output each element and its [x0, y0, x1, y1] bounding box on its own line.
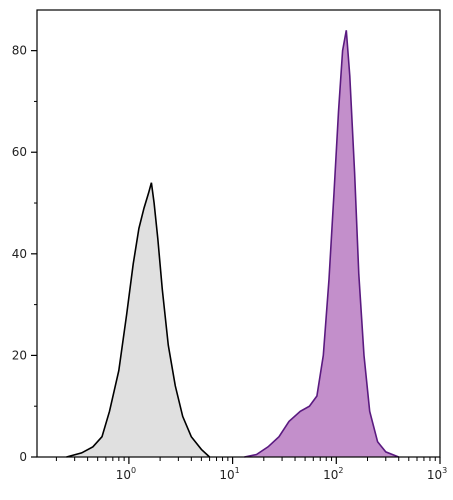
- y-axis: 0 20 40 60 80: [12, 44, 37, 464]
- x-tick-label: 100: [116, 466, 136, 482]
- series-2-area: [244, 30, 399, 458]
- series-1-area: [66, 182, 210, 457]
- x-tick-label: 103: [427, 466, 447, 482]
- x-tick-label: 102: [323, 466, 343, 482]
- series-1-outline: [66, 182, 211, 458]
- plot-area: [66, 30, 399, 458]
- x-axis: 100 101 102 103: [55, 457, 447, 482]
- x-tick-label: 101: [219, 466, 239, 482]
- y-tick-label: 60: [12, 145, 27, 159]
- y-tick-label: 80: [12, 44, 27, 58]
- series-2-outline: [244, 30, 399, 458]
- y-tick-label: 0: [19, 450, 27, 464]
- plot-frame: [36, 9, 441, 458]
- y-tick-label: 20: [12, 348, 27, 362]
- y-tick-label: 40: [12, 247, 27, 261]
